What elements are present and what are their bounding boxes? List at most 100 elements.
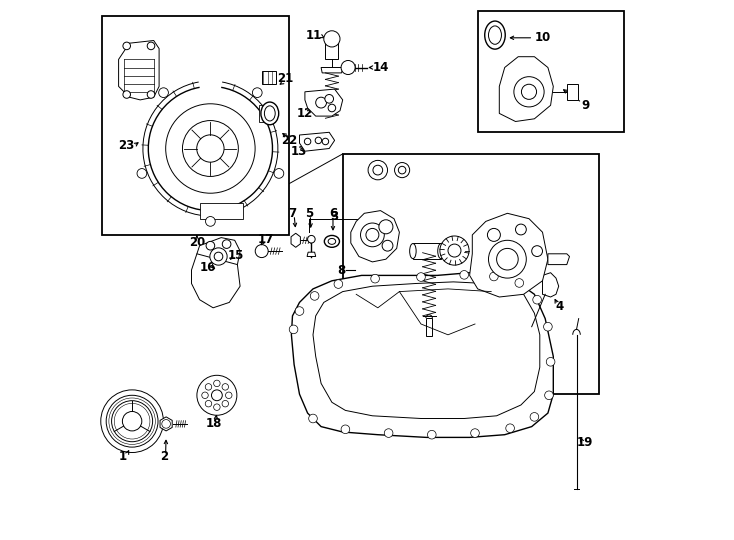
Ellipse shape bbox=[261, 102, 279, 125]
Polygon shape bbox=[351, 211, 399, 262]
Circle shape bbox=[316, 97, 327, 108]
Circle shape bbox=[159, 88, 168, 98]
Circle shape bbox=[506, 424, 515, 433]
Text: 22: 22 bbox=[281, 134, 297, 147]
Text: 17: 17 bbox=[258, 233, 274, 246]
Text: 15: 15 bbox=[228, 249, 244, 262]
Text: 20: 20 bbox=[189, 237, 205, 249]
Circle shape bbox=[531, 246, 542, 256]
Circle shape bbox=[385, 429, 393, 437]
Polygon shape bbox=[470, 213, 548, 297]
Polygon shape bbox=[307, 252, 316, 256]
Text: 21: 21 bbox=[277, 72, 293, 85]
Bar bbox=[103, 16, 288, 235]
Circle shape bbox=[123, 91, 131, 98]
Circle shape bbox=[515, 224, 526, 235]
Circle shape bbox=[328, 104, 335, 112]
Ellipse shape bbox=[437, 244, 444, 259]
Circle shape bbox=[197, 375, 237, 415]
Text: 6: 6 bbox=[329, 207, 337, 220]
Text: 1: 1 bbox=[119, 450, 127, 463]
Polygon shape bbox=[119, 40, 159, 100]
Circle shape bbox=[211, 390, 222, 401]
Circle shape bbox=[399, 166, 406, 174]
Circle shape bbox=[515, 279, 523, 287]
Polygon shape bbox=[305, 89, 343, 116]
Text: 2: 2 bbox=[161, 450, 169, 463]
Circle shape bbox=[101, 390, 164, 453]
Circle shape bbox=[161, 420, 170, 428]
Circle shape bbox=[210, 248, 227, 265]
Circle shape bbox=[289, 325, 298, 334]
Polygon shape bbox=[259, 105, 275, 122]
Circle shape bbox=[360, 223, 385, 247]
Circle shape bbox=[222, 240, 231, 248]
Circle shape bbox=[222, 383, 228, 390]
Circle shape bbox=[341, 60, 355, 75]
Text: 7: 7 bbox=[288, 207, 297, 220]
Circle shape bbox=[417, 273, 425, 281]
Circle shape bbox=[334, 280, 343, 288]
Ellipse shape bbox=[328, 238, 335, 244]
Polygon shape bbox=[313, 282, 539, 418]
Circle shape bbox=[322, 138, 329, 145]
Circle shape bbox=[533, 295, 542, 304]
Circle shape bbox=[521, 84, 537, 99]
Bar bbox=[343, 154, 599, 394]
Circle shape bbox=[487, 228, 501, 241]
Circle shape bbox=[315, 137, 321, 144]
Text: 18: 18 bbox=[206, 417, 222, 430]
Circle shape bbox=[106, 395, 158, 447]
Circle shape bbox=[183, 120, 239, 177]
Circle shape bbox=[274, 168, 284, 178]
Circle shape bbox=[427, 430, 436, 439]
Circle shape bbox=[514, 77, 544, 107]
Text: 19: 19 bbox=[576, 436, 593, 449]
Circle shape bbox=[395, 163, 410, 178]
Circle shape bbox=[368, 160, 388, 180]
Circle shape bbox=[166, 104, 255, 193]
Circle shape bbox=[325, 94, 333, 103]
Ellipse shape bbox=[410, 244, 416, 259]
Bar bbox=[325, 39, 338, 59]
Polygon shape bbox=[542, 273, 559, 297]
Polygon shape bbox=[200, 202, 243, 219]
Circle shape bbox=[546, 357, 555, 366]
Circle shape bbox=[148, 42, 155, 50]
Circle shape bbox=[222, 401, 228, 407]
Text: 4: 4 bbox=[555, 300, 564, 313]
Circle shape bbox=[112, 401, 153, 442]
Circle shape bbox=[137, 168, 147, 178]
Text: 5: 5 bbox=[305, 207, 313, 220]
Circle shape bbox=[440, 236, 469, 265]
Bar bbox=[262, 71, 276, 84]
Circle shape bbox=[489, 240, 526, 278]
Polygon shape bbox=[192, 254, 240, 308]
Circle shape bbox=[214, 252, 223, 261]
Text: 9: 9 bbox=[581, 99, 590, 112]
Circle shape bbox=[373, 165, 382, 175]
Circle shape bbox=[460, 271, 468, 279]
Circle shape bbox=[448, 244, 461, 257]
Ellipse shape bbox=[264, 106, 275, 121]
Text: 12: 12 bbox=[297, 107, 313, 120]
Circle shape bbox=[123, 411, 142, 431]
Circle shape bbox=[214, 404, 220, 410]
Circle shape bbox=[197, 135, 224, 162]
Circle shape bbox=[252, 88, 262, 98]
Ellipse shape bbox=[324, 235, 339, 247]
Polygon shape bbox=[548, 254, 570, 265]
Circle shape bbox=[497, 248, 518, 270]
Circle shape bbox=[305, 138, 310, 145]
Polygon shape bbox=[321, 68, 343, 73]
Circle shape bbox=[379, 220, 393, 234]
Circle shape bbox=[382, 240, 393, 251]
Bar bbox=[413, 243, 441, 259]
Polygon shape bbox=[567, 84, 578, 100]
Circle shape bbox=[308, 235, 315, 243]
Circle shape bbox=[148, 91, 155, 98]
Polygon shape bbox=[291, 233, 300, 247]
Circle shape bbox=[310, 292, 319, 300]
Polygon shape bbox=[499, 57, 553, 122]
Bar bbox=[426, 318, 432, 336]
